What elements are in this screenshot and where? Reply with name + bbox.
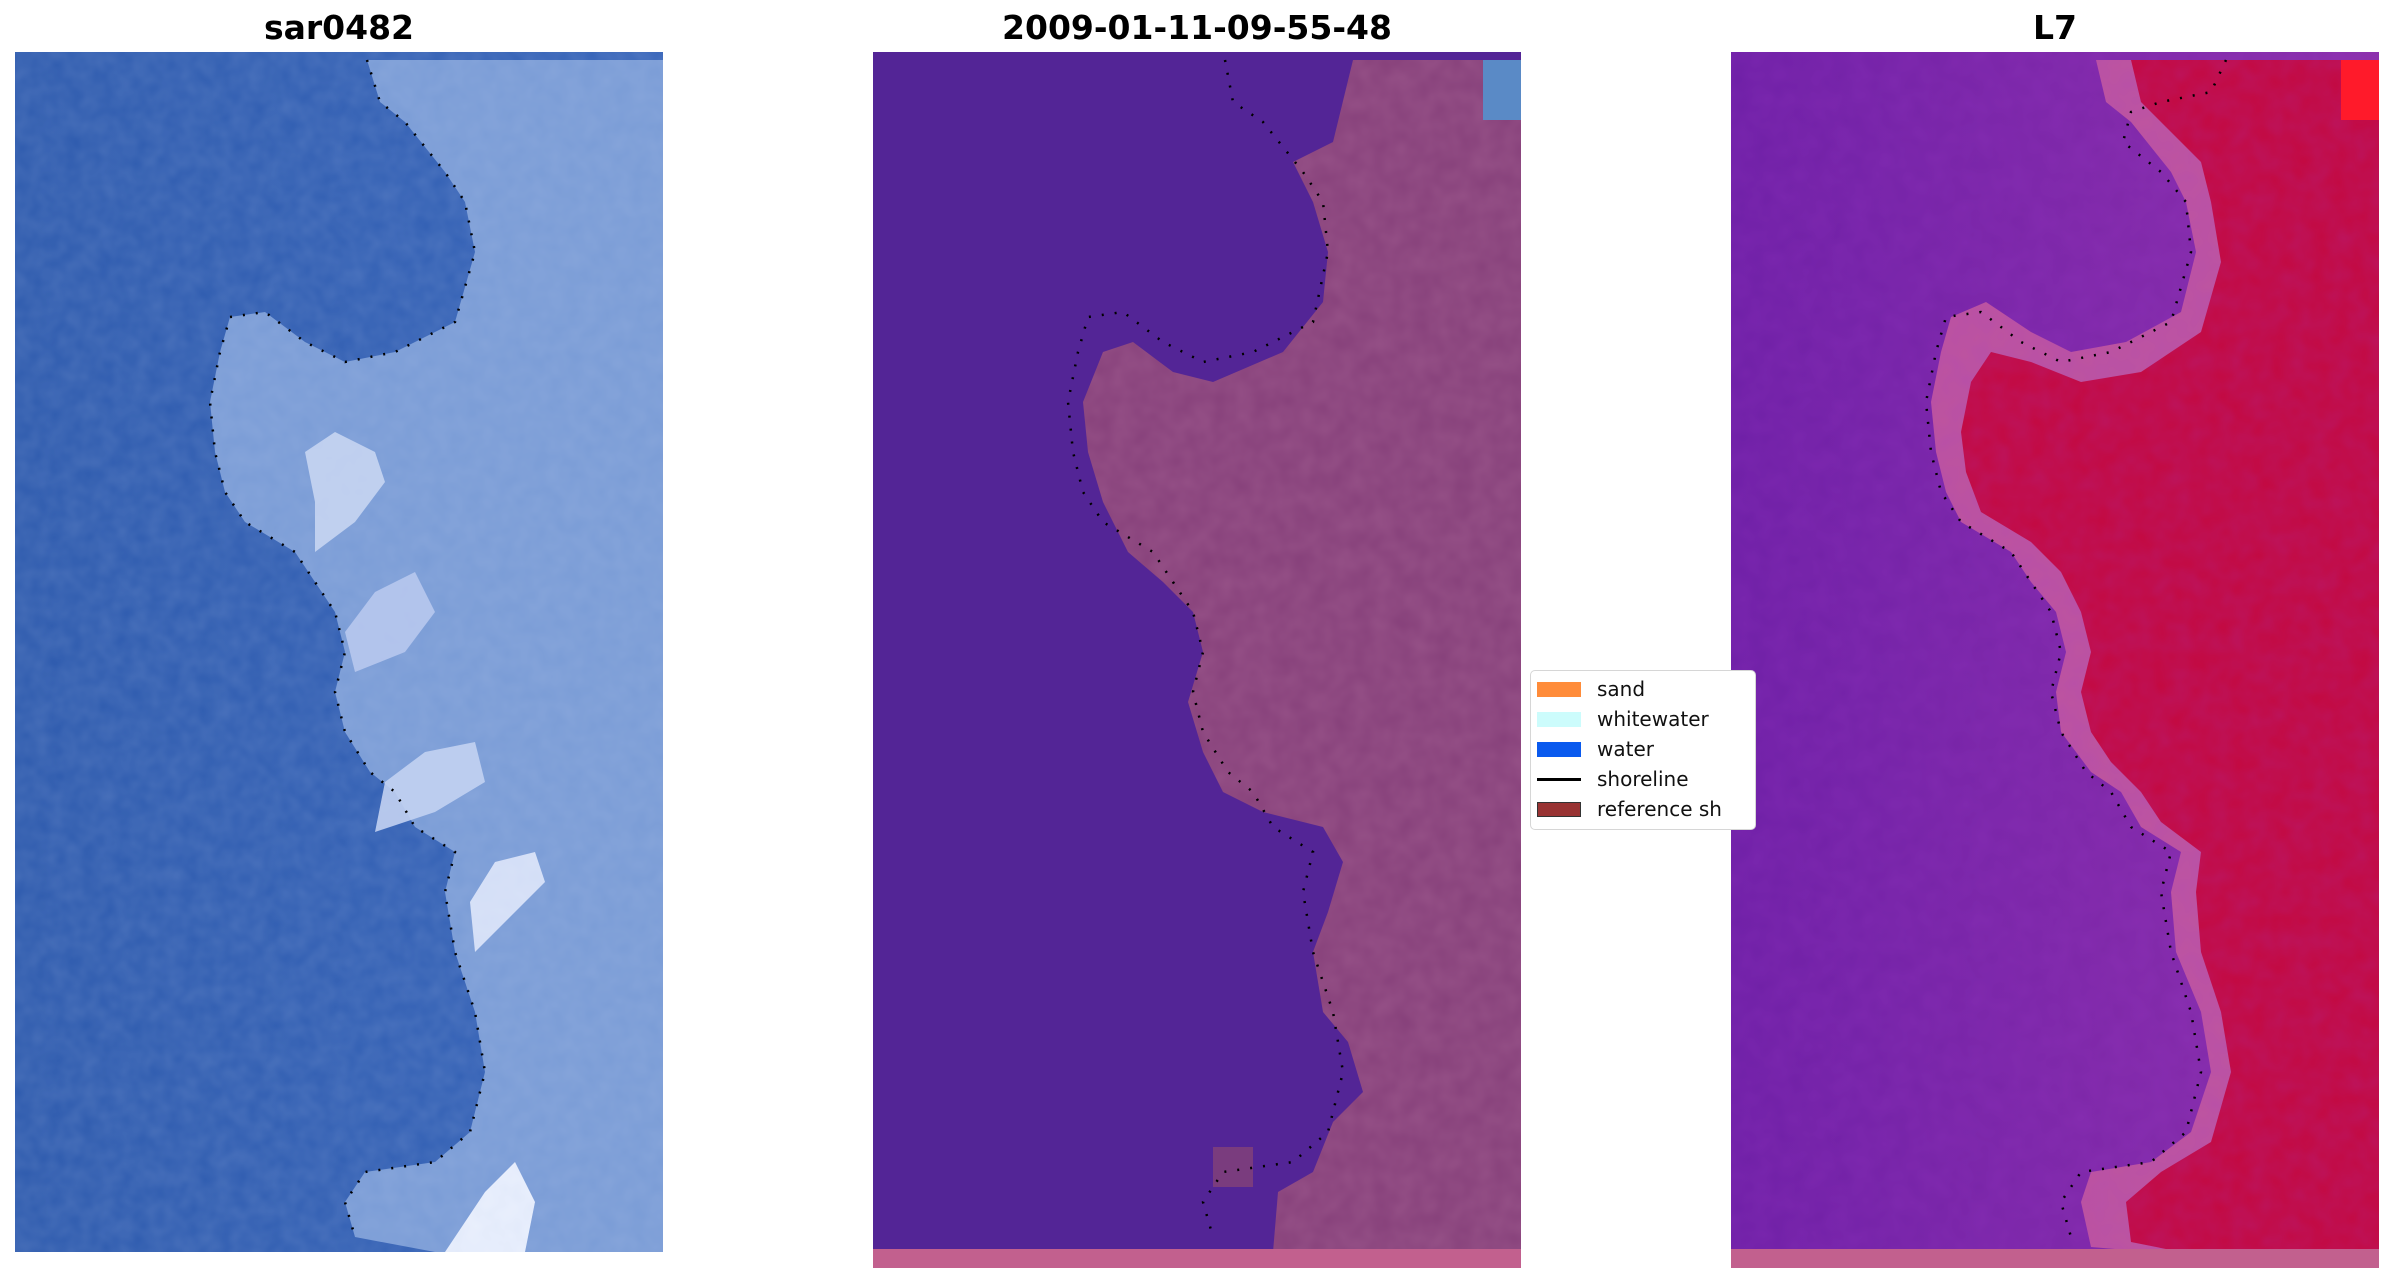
classified-image — [873, 52, 1521, 1268]
panel-title-rgb: sar0482 — [263, 8, 415, 47]
legend: sand whitewater water shoreline referenc… — [1530, 670, 1756, 830]
legend-label-water: water — [1597, 737, 1654, 761]
whitewater-swatch — [1537, 711, 1581, 727]
legend-label-shoreline: shoreline — [1597, 767, 1689, 791]
panel-title-classified: 2009-01-11-09-55-48 — [1002, 8, 1392, 47]
reference-shoreline-swatch — [1537, 801, 1581, 817]
legend-item-whitewater: whitewater — [1537, 704, 1709, 734]
shoreline-line-icon — [1537, 777, 1581, 781]
water-swatch — [1537, 741, 1581, 757]
rgb-image-panel — [15, 52, 663, 1268]
legend-item-shoreline: shoreline — [1537, 764, 1689, 794]
sand-swatch — [1537, 681, 1581, 697]
legend-item-reference-shoreline: reference sh — [1537, 794, 1722, 824]
panel-title-index: L7 — [2033, 8, 2077, 47]
legend-item-sand: sand — [1537, 674, 1645, 704]
index-image-panel — [1731, 52, 2379, 1268]
legend-label-sand: sand — [1597, 677, 1646, 701]
rgb-image — [15, 52, 663, 1252]
index-image — [1731, 52, 2379, 1268]
classified-image-panel — [873, 52, 1521, 1268]
legend-item-water: water — [1537, 734, 1654, 764]
legend-label-whitewater: whitewater — [1597, 707, 1709, 731]
legend-label-reference-shoreline: reference sh — [1597, 797, 1722, 821]
